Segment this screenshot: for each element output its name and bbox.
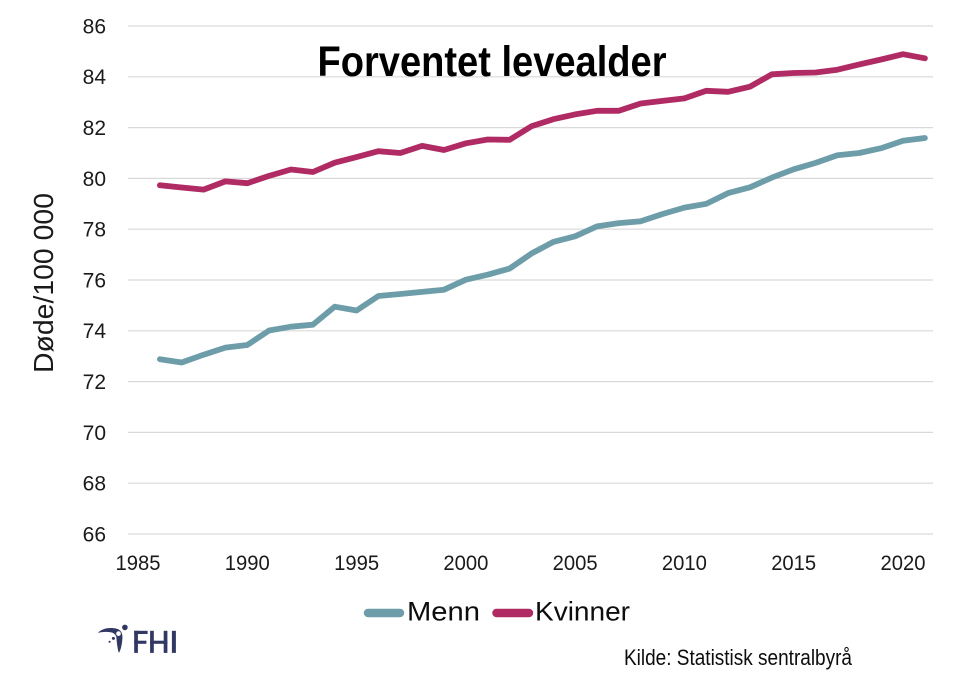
svg-text:76: 76: [83, 269, 106, 292]
svg-text:86: 86: [83, 15, 106, 38]
svg-text:2005: 2005: [553, 552, 598, 575]
svg-text:70: 70: [83, 422, 106, 445]
svg-text:80: 80: [83, 168, 106, 191]
svg-text:2000: 2000: [443, 552, 488, 575]
svg-text:2015: 2015: [771, 552, 816, 575]
svg-text:Døde/100 000: Døde/100 000: [28, 193, 59, 373]
svg-text:84: 84: [83, 66, 107, 89]
svg-text:1985: 1985: [116, 552, 161, 575]
svg-text:72: 72: [83, 371, 106, 394]
svg-text:82: 82: [83, 117, 106, 140]
svg-text:1990: 1990: [225, 552, 270, 575]
svg-text:Kilde: Statistisk sentralbyrå: Kilde: Statistisk sentralbyrå: [624, 645, 853, 670]
svg-text:66: 66: [83, 523, 106, 546]
svg-text:78: 78: [83, 219, 106, 242]
svg-text:Forventet levealder: Forventet levealder: [318, 38, 667, 86]
svg-text:1995: 1995: [334, 552, 379, 575]
svg-text:74: 74: [83, 320, 107, 343]
svg-text:68: 68: [83, 473, 106, 496]
svg-text:Kvinner: Kvinner: [535, 597, 630, 627]
svg-text:2020: 2020: [881, 552, 926, 575]
svg-text:2010: 2010: [662, 552, 707, 575]
svg-text:Menn: Menn: [407, 597, 480, 627]
